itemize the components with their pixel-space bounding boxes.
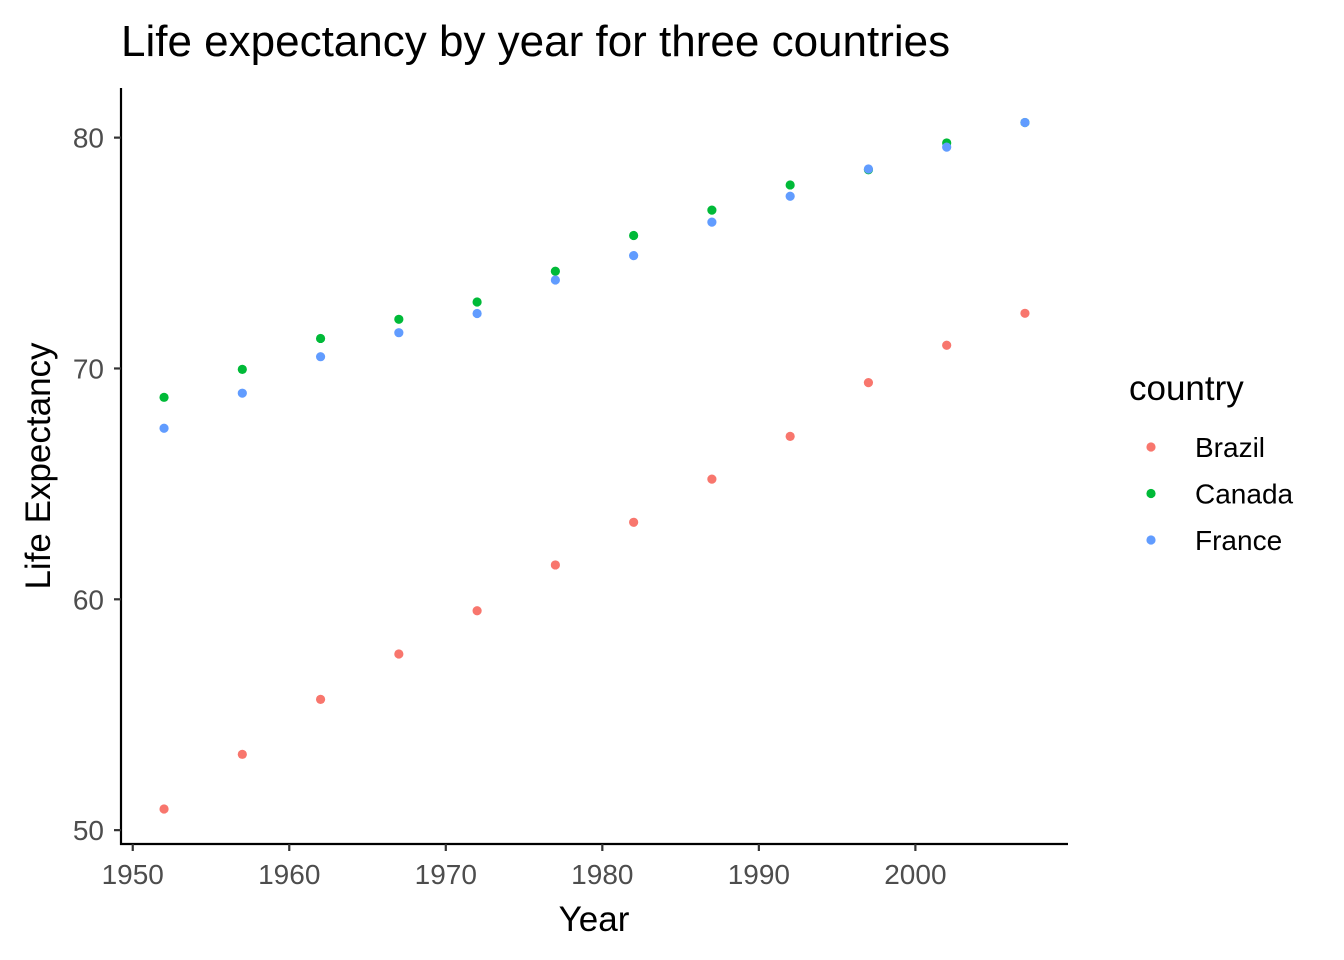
y-axis-ticks: 50 60 70 80 (73, 123, 121, 846)
data-point-france (315, 352, 326, 362)
data-point-brazil (942, 340, 952, 350)
x-tick-label: 1970 (415, 859, 477, 890)
data-point-france (629, 250, 639, 261)
data-point-france (942, 142, 952, 152)
legend-key-brazil (1146, 442, 1156, 452)
data-point-france (1020, 117, 1030, 128)
data-point-brazil (237, 749, 247, 759)
legend: country Brazil Canada France (1129, 369, 1294, 556)
y-tick-label: 70 (73, 353, 104, 384)
data-point-canada (707, 205, 717, 215)
x-tick-label: 1960 (258, 859, 320, 890)
y-axis-title: Life Expectancy (19, 342, 58, 590)
data-point-canada (159, 392, 169, 402)
data-point-canada (550, 266, 560, 276)
data-point-brazil (629, 517, 639, 527)
x-tick-label: 1990 (728, 859, 790, 890)
data-point-canada (315, 333, 326, 344)
plot-area: 50 60 70 80 1950 1960 1970 1980 1990 2000 (73, 88, 1068, 890)
data-point-brazil (863, 377, 874, 388)
data-point-brazil (707, 474, 717, 484)
data-point-france (159, 423, 169, 433)
chart-title: Life expectancy by year for three countr… (121, 17, 950, 66)
data-point-france (707, 217, 717, 227)
data-points (159, 117, 1030, 814)
data-point-france (237, 388, 247, 398)
x-tick-label: 1980 (571, 859, 633, 890)
data-point-canada (237, 364, 247, 374)
y-tick-label: 80 (73, 123, 104, 154)
data-point-brazil (785, 431, 795, 442)
legend-label-brazil: Brazil (1195, 432, 1265, 463)
data-point-france (550, 275, 560, 285)
data-point-brazil (159, 804, 169, 814)
data-point-brazil (472, 606, 482, 616)
legend-key-france (1146, 535, 1156, 545)
legend-key-canada (1146, 488, 1156, 499)
data-point-brazil (394, 649, 404, 659)
legend-title: country (1129, 369, 1244, 408)
x-tick-label: 1950 (102, 859, 164, 890)
data-point-canada (629, 230, 639, 241)
x-axis-title: Year (559, 900, 630, 939)
x-axis-ticks: 1950 1960 1970 1980 1990 2000 (102, 844, 947, 890)
data-point-france (785, 191, 795, 201)
data-point-brazil (1020, 308, 1030, 318)
legend-label-canada: Canada (1195, 479, 1294, 510)
legend-items: Brazil Canada France (1146, 432, 1294, 556)
data-point-canada (785, 180, 795, 190)
data-point-france (863, 164, 874, 174)
data-point-france (472, 308, 482, 319)
y-tick-label: 50 (73, 815, 104, 846)
data-point-france (394, 328, 404, 338)
y-tick-label: 60 (73, 584, 104, 615)
data-point-brazil (315, 694, 326, 704)
x-tick-label: 2000 (884, 859, 946, 890)
data-point-brazil (550, 560, 560, 570)
legend-label-france: France (1195, 525, 1282, 556)
data-point-canada (472, 297, 482, 307)
data-point-canada (394, 314, 404, 324)
